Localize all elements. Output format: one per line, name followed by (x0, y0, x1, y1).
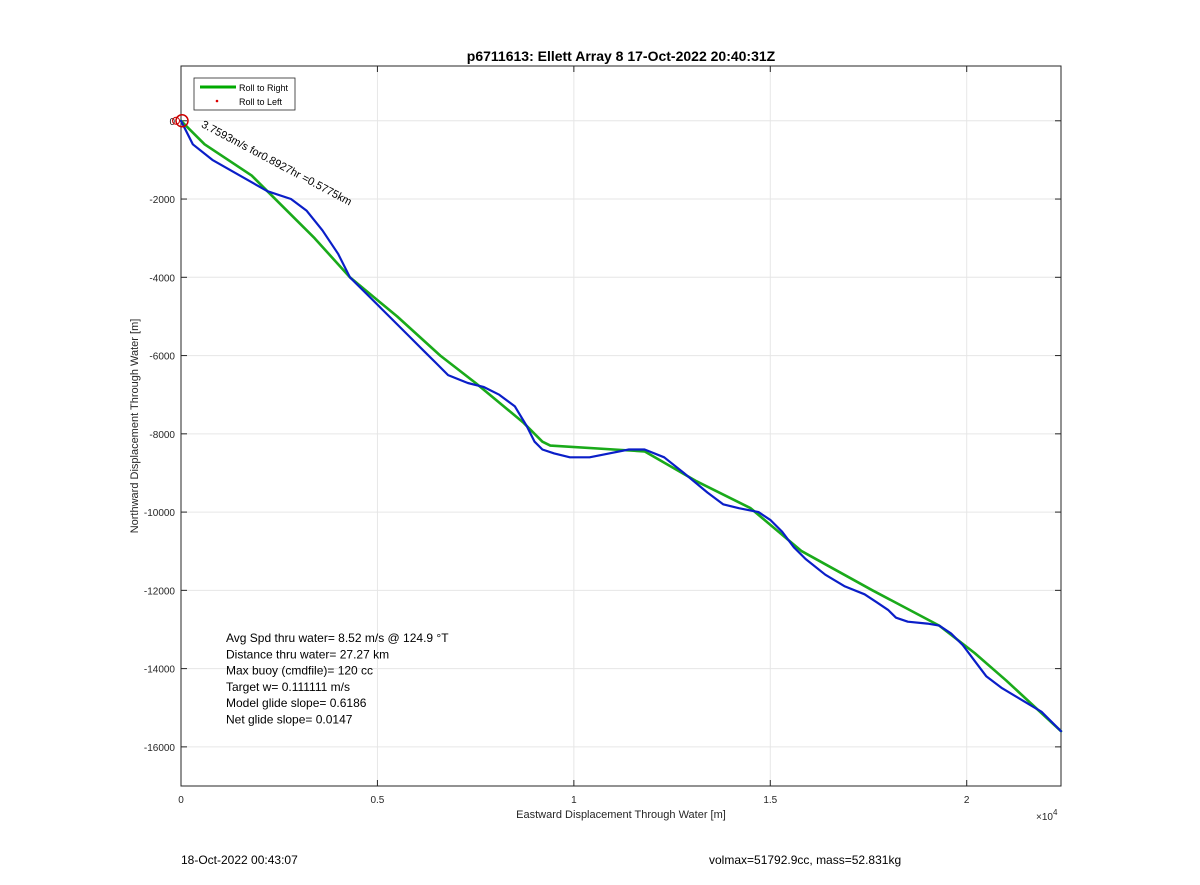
stats-line: Distance thru water= 27.27 km (226, 647, 389, 661)
y-tick-label: -16000 (144, 743, 176, 754)
y-tick-label: -10000 (144, 508, 176, 519)
chart-title: p6711613: Ellett Array 8 17-Oct-2022 20:… (467, 48, 776, 64)
start-marker-outer (172, 116, 180, 125)
plot-frame (180, 65, 1062, 787)
legend-swatch-roll-left (215, 99, 219, 103)
y-tick-label: -6000 (149, 352, 175, 363)
annotations: 3.7593m/s for0.8927hr =0.5775km (172, 114, 354, 208)
y-tick-label: -4000 (149, 273, 175, 284)
series-line-1 (179, 119, 1063, 733)
x-axis-exponent: ×104 (1036, 808, 1058, 823)
stats-line: Target w= 0.111111 m/s (226, 680, 350, 694)
x-tick-label: 2 (964, 795, 970, 806)
x-exponent-base: ×10 (1036, 812, 1053, 823)
x-tick-label: 1 (571, 795, 577, 806)
stats-line: Max buoy (cmdfile)= 120 cc (226, 664, 373, 678)
x-axis-label: Eastward Displacement Through Water [m] (516, 809, 726, 821)
stats-line: Model glide slope= 0.6186 (226, 696, 367, 710)
y-axis-label: Northward Displacement Through Water [m] (129, 319, 141, 534)
footer-timestamp: 18-Oct-2022 00:43:07 (181, 853, 298, 867)
x-tick-label: 0 (178, 795, 184, 806)
y-tick-label: -8000 (149, 430, 175, 441)
stats-line: Avg Spd thru water= 8.52 m/s @ 124.9 °T (226, 631, 449, 645)
x-exponent-power: 4 (1053, 808, 1058, 817)
stats-line: Net glide slope= 0.0147 (226, 713, 353, 727)
series-line-0 (179, 119, 1063, 733)
x-axis-ticks: 0 0.5 1 1.5 2 (178, 66, 970, 806)
grid (180, 66, 1061, 786)
y-tick-label: -12000 (144, 586, 176, 597)
x-tick-label: 1.5 (763, 795, 777, 806)
series-group (179, 119, 1063, 733)
y-tick-label: -2000 (149, 195, 175, 206)
legend-box (193, 77, 296, 111)
stats-block: Avg Spd thru water= 8.52 m/s @ 124.9 °T D… (226, 631, 449, 727)
legend-label-roll-right: Roll to Right (239, 83, 289, 93)
start-marker (175, 114, 189, 128)
legend-label-roll-left: Roll to Left (239, 97, 283, 107)
x-tick-label: 0.5 (370, 795, 384, 806)
legend: Roll to Right Roll to Left (193, 77, 296, 111)
y-tick-label: -14000 (144, 665, 176, 676)
footer-vol-mass: volmax=51792.9cc, mass=52.831kg (709, 853, 902, 867)
